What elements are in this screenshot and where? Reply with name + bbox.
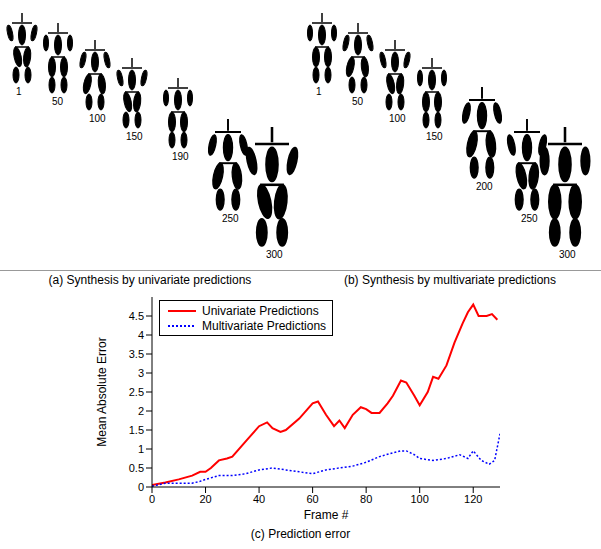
html-text:Multivariate Predictions: Multivariate Predictions: [202, 318, 327, 333]
html-text:Univariate Predictions: Univariate Predictions: [202, 303, 319, 318]
html-text:(c) Prediction error: (c) Prediction error: [250, 527, 351, 541]
svg-text:3.5: 3.5: [129, 348, 144, 360]
svg-text:4: 4: [138, 329, 144, 341]
svg-text:4.5: 4.5: [129, 310, 144, 322]
svg-text:150: 150: [426, 131, 443, 142]
svg-text:1: 1: [16, 86, 22, 97]
svg-text:120: 120: [464, 493, 482, 505]
svg-text:100: 100: [89, 113, 106, 124]
svg-text:2.5: 2.5: [129, 386, 144, 398]
svg-text:1: 1: [138, 443, 144, 455]
svg-text:0.5: 0.5: [129, 462, 144, 474]
html-text:(b) Synthesis by multivariate: (b) Synthesis by multivariate prediction…: [344, 273, 556, 287]
svg-text:200: 200: [476, 181, 493, 192]
svg-text:50: 50: [52, 96, 64, 107]
svg-text:190: 190: [172, 151, 189, 162]
svg-text:3: 3: [138, 367, 144, 379]
svg-text:1.5: 1.5: [129, 424, 144, 436]
svg-text:0: 0: [138, 481, 144, 493]
html-text:(a) Synthesis by univariate pr: (a) Synthesis by univariate predictions: [48, 273, 252, 287]
svg-text:60: 60: [306, 493, 318, 505]
svg-text:Mean Absolute Error: Mean Absolute Error: [95, 337, 109, 446]
svg-text:150: 150: [126, 131, 143, 142]
svg-text:250: 250: [222, 213, 239, 224]
svg-text:40: 40: [253, 493, 265, 505]
svg-text:2: 2: [138, 405, 144, 417]
svg-text:300: 300: [266, 249, 283, 260]
svg-text:250: 250: [521, 213, 538, 224]
svg-text:50: 50: [352, 96, 364, 107]
svg-text:0: 0: [149, 493, 155, 505]
svg-text:100: 100: [389, 113, 406, 124]
svg-text:20: 20: [199, 493, 211, 505]
svg-text:80: 80: [360, 493, 372, 505]
svg-text:1: 1: [316, 86, 322, 97]
svg-text:100: 100: [411, 493, 429, 505]
svg-text:300: 300: [559, 249, 576, 260]
svg-text:Frame #: Frame #: [304, 508, 349, 522]
